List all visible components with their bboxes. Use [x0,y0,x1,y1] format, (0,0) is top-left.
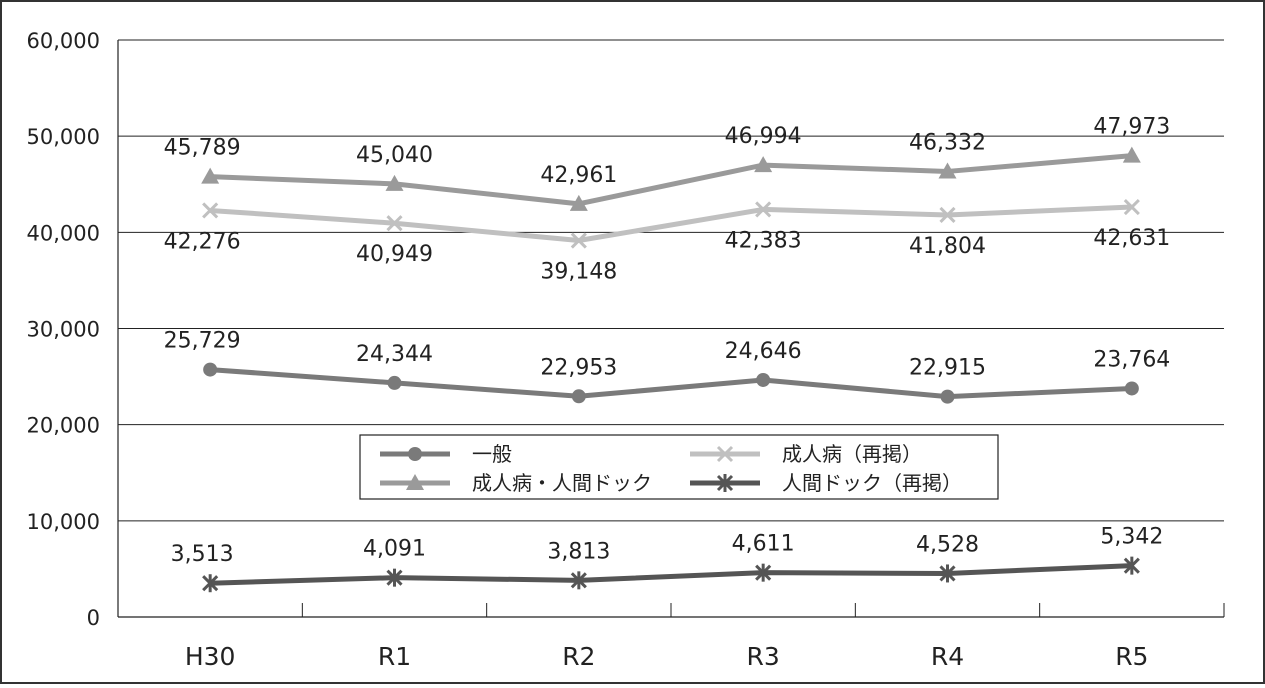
data-point [1122,146,1141,163]
data-label: 42,631 [1093,226,1170,251]
legend-label: 成人病・人間ドック [472,471,652,495]
y-tick-label: 10,000 [27,510,100,534]
data-label: 22,915 [909,356,986,381]
y-tick-label: 60,000 [27,29,100,53]
x-tick-label: R3 [747,642,780,671]
data-label: 25,729 [164,329,241,354]
x-tick-label: H30 [185,642,236,671]
data-label: 24,646 [725,339,802,364]
data-point [716,445,734,463]
data-label: 3,813 [547,539,610,564]
marker-stroke [939,206,956,224]
data-label: 23,764 [1093,347,1170,372]
data-point [387,375,402,390]
data-label: 42,276 [164,229,241,254]
data-point [570,571,587,590]
data-point [408,447,422,461]
data-point [755,563,772,582]
marker-stroke [716,445,734,463]
data-point [756,372,771,387]
legend-item: 成人病（再掲） [690,442,922,466]
x-tick-label: R5 [1115,642,1148,671]
legend-item: 成人病・人間ドック [380,471,652,495]
data-label: 45,789 [164,136,241,161]
marker-stroke [755,201,772,218]
data-label: 5,342 [1100,525,1163,550]
data-point [385,174,404,191]
data-point [938,162,957,179]
series-line [210,563,1132,586]
data-point [201,167,220,184]
y-tick-label: 50,000 [27,125,100,149]
marker-stroke [1123,198,1140,216]
legend-label: 一般 [472,442,512,466]
data-label: 3,513 [171,542,234,567]
data-label: 46,994 [725,124,802,149]
data-point [1124,381,1139,396]
x-tick-label: R1 [378,642,411,671]
data-point [202,202,219,219]
data-point [203,362,218,377]
marker-stroke [570,232,587,249]
series-line [210,153,1133,207]
x-tick-label: R4 [931,642,964,671]
data-point [1123,556,1140,575]
data-label: 22,953 [540,355,617,380]
series-line [209,367,1132,400]
legend-label: 人間ドック（再掲） [782,471,962,495]
data-point [569,194,588,211]
data-point [755,201,772,218]
data-point [202,574,219,593]
legend-label: 成人病（再掲） [782,442,922,466]
data-point [754,156,773,173]
data-point [1123,198,1140,216]
y-tick-label: 30,000 [27,318,100,342]
data-point [940,389,955,404]
series-line [209,204,1132,244]
marker-stroke [202,202,219,219]
data-point [386,215,403,232]
x-tick-label: R2 [562,642,595,671]
legend-item: 人間ドック（再掲） [690,471,962,495]
data-label: 40,949 [356,242,433,267]
data-label: 46,332 [909,130,986,155]
data-label: 39,148 [540,260,617,285]
data-point [386,568,403,587]
data-label: 42,383 [725,228,802,253]
data-label: 41,804 [909,234,986,259]
data-point [571,389,586,404]
data-point [570,232,587,249]
data-label: 42,961 [540,163,617,188]
data-label: 4,528 [916,532,979,557]
data-point [939,564,956,583]
data-point [716,474,734,492]
legend-item: 一般 [380,442,512,466]
data-label: 4,611 [732,532,795,557]
data-label: 45,040 [356,143,433,168]
y-tick-label: 40,000 [27,221,100,245]
legend-box [359,434,999,500]
data-point [939,206,956,224]
marker-stroke [386,215,403,232]
data-point [406,474,424,490]
data-label: 24,344 [356,342,433,367]
data-label: 4,091 [363,537,426,562]
data-label: 47,973 [1093,115,1170,140]
y-tick-label: 0 [87,606,100,630]
y-tick-label: 20,000 [27,414,100,438]
